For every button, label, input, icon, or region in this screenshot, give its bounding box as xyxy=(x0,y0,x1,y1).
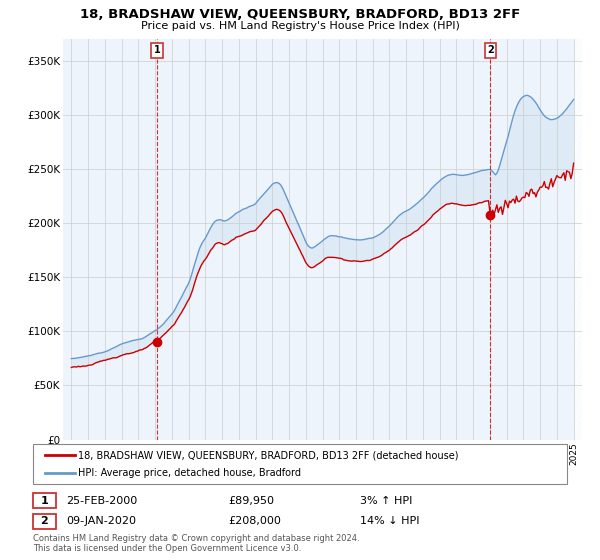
Text: £208,000: £208,000 xyxy=(228,516,281,526)
Text: Contains HM Land Registry data © Crown copyright and database right 2024.: Contains HM Land Registry data © Crown c… xyxy=(33,534,359,543)
Text: 18, BRADSHAW VIEW, QUEENSBURY, BRADFORD, BD13 2FF (detached house): 18, BRADSHAW VIEW, QUEENSBURY, BRADFORD,… xyxy=(78,450,458,460)
Text: This data is licensed under the Open Government Licence v3.0.: This data is licensed under the Open Gov… xyxy=(33,544,301,553)
Text: 25-FEB-2000: 25-FEB-2000 xyxy=(66,496,137,506)
Text: 2: 2 xyxy=(41,516,48,526)
Text: 18, BRADSHAW VIEW, QUEENSBURY, BRADFORD, BD13 2FF: 18, BRADSHAW VIEW, QUEENSBURY, BRADFORD,… xyxy=(80,8,520,21)
Text: Price paid vs. HM Land Registry's House Price Index (HPI): Price paid vs. HM Land Registry's House … xyxy=(140,21,460,31)
Text: 3% ↑ HPI: 3% ↑ HPI xyxy=(360,496,412,506)
Text: 2: 2 xyxy=(487,45,494,55)
Text: 1: 1 xyxy=(154,45,160,55)
Text: 09-JAN-2020: 09-JAN-2020 xyxy=(66,516,136,526)
Bar xyxy=(574,39,599,440)
Text: HPI: Average price, detached house, Bradford: HPI: Average price, detached house, Brad… xyxy=(78,468,301,478)
Text: £89,950: £89,950 xyxy=(228,496,274,506)
Text: 1: 1 xyxy=(41,496,48,506)
Text: 14% ↓ HPI: 14% ↓ HPI xyxy=(360,516,419,526)
